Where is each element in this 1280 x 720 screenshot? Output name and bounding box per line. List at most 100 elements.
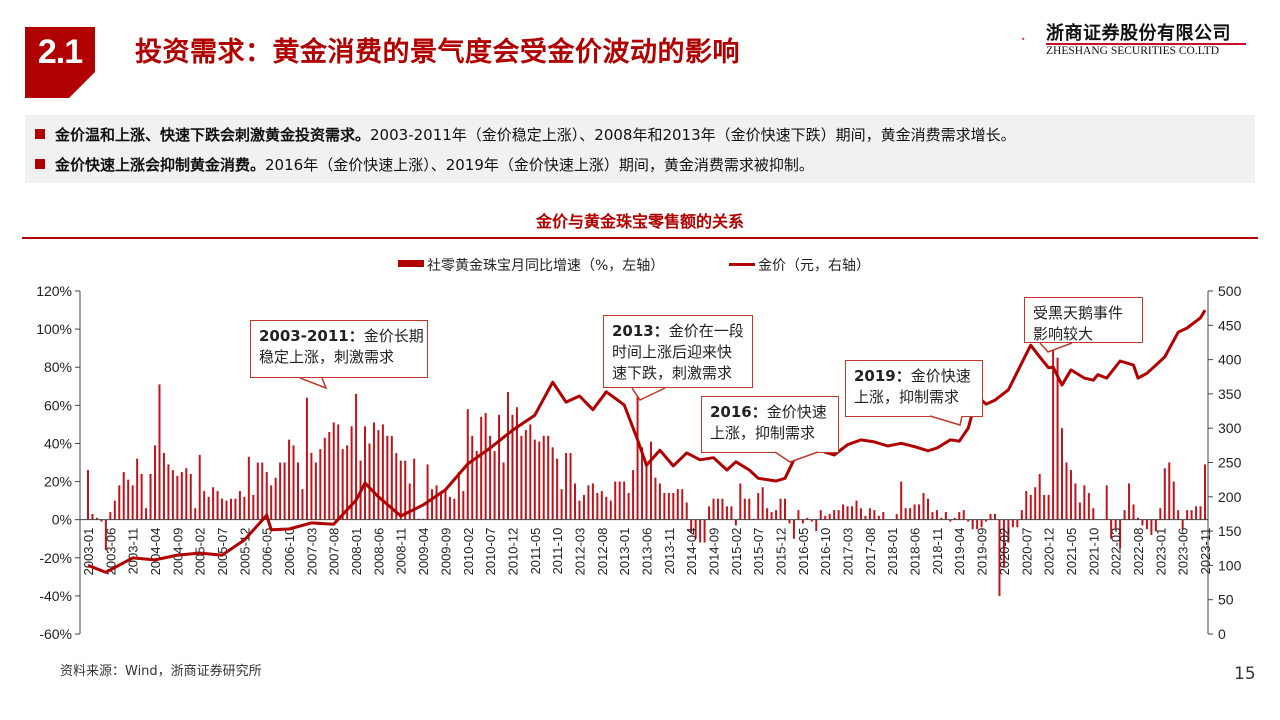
- bar: [256, 462, 259, 520]
- bar: [725, 506, 728, 520]
- right-axis-tick-label: 500: [1218, 283, 1242, 299]
- callout-black-swan: 受黑天鹅事件 影响较大: [1024, 297, 1143, 343]
- bar: [788, 519, 791, 524]
- bar: [87, 470, 89, 520]
- bar: [851, 506, 854, 520]
- right-axis-tick-label: 100: [1218, 557, 1242, 573]
- bar: [408, 483, 411, 520]
- bar: [395, 452, 398, 520]
- bar: [770, 512, 773, 520]
- bar: [569, 452, 572, 520]
- bar: [524, 430, 527, 520]
- logo-text-en: ZHESHANG SECURITIES CO.LTD: [1046, 45, 1220, 57]
- bar: [435, 485, 438, 520]
- right-axis-tick-label: 150: [1218, 523, 1242, 539]
- bar: [985, 519, 988, 522]
- right-axis-tick-label: 250: [1218, 455, 1242, 471]
- bar: [1083, 485, 1086, 520]
- bar: [1163, 468, 1166, 520]
- x-axis-tick-label: 2015-07: [751, 528, 766, 576]
- bar: [882, 512, 885, 520]
- x-axis-tick-label: 2018-06: [908, 528, 923, 576]
- bar: [145, 508, 148, 520]
- x-axis-tick-label: 2023-11: [1198, 528, 1213, 575]
- bar: [506, 391, 509, 520]
- bar: [176, 475, 179, 520]
- bar: [868, 508, 871, 520]
- bar: [828, 513, 831, 520]
- legend-label: 社零黄金珠宝月同比增速（%，左轴）: [427, 258, 665, 274]
- gold-price-line: [87, 309, 1207, 574]
- left-axis-tick-label: 100%: [36, 321, 72, 337]
- chart-title: 金价与黄金珠宝零售额的关系: [535, 212, 744, 231]
- bar: [301, 489, 304, 520]
- callout-bold: 2019：: [854, 367, 911, 385]
- bar: [529, 424, 532, 520]
- bar: [158, 384, 161, 520]
- bar: [1110, 519, 1113, 539]
- bar: [323, 437, 326, 520]
- bar: [1056, 357, 1059, 520]
- bar: [377, 430, 380, 520]
- bar: [837, 510, 840, 520]
- bar: [918, 504, 921, 520]
- bar: [194, 508, 197, 520]
- bar: [1007, 519, 1010, 543]
- bar: [681, 489, 684, 520]
- bar: [699, 519, 702, 543]
- bar: [743, 498, 746, 520]
- x-axis-tick-label: 2015-02: [729, 528, 744, 576]
- bar: [180, 472, 183, 520]
- bar: [1186, 510, 1189, 520]
- bar: [641, 447, 644, 520]
- bar: [229, 498, 232, 520]
- bar: [967, 519, 970, 522]
- left-axis-tick-label: 120%: [36, 283, 72, 299]
- x-axis-tick-label: 2015-12: [774, 528, 789, 576]
- bar: [261, 462, 264, 520]
- x-axis-tick-label: 2021-05: [1064, 528, 1079, 576]
- x-axis-tick-label: 2019-04: [952, 528, 967, 576]
- bar: [225, 500, 228, 520]
- bar: [632, 470, 635, 520]
- bullet-bold-text: 金价温和上涨、快速下跌会刺激黄金投资需求。: [55, 126, 371, 144]
- bar: [100, 519, 103, 522]
- bar: [439, 492, 442, 520]
- left-axis-tick-label: 40%: [44, 435, 72, 451]
- bar: [399, 460, 402, 520]
- bar: [627, 492, 630, 520]
- bar: [283, 462, 286, 520]
- bar: [1069, 470, 1072, 520]
- bar: [288, 439, 291, 520]
- bar: [127, 479, 130, 520]
- bar: [734, 519, 737, 526]
- bar: [1141, 519, 1144, 526]
- bar: [368, 443, 371, 520]
- bar: [341, 449, 344, 520]
- x-axis-tick-label: 2009-09: [438, 528, 453, 576]
- bar: [310, 452, 313, 520]
- bar: [162, 452, 165, 520]
- bar: [1128, 483, 1131, 520]
- bar: [140, 473, 143, 520]
- company-logo: [1022, 37, 1025, 40]
- bar: [404, 460, 407, 520]
- bar: [895, 513, 898, 520]
- bar: [453, 498, 456, 520]
- bar: [314, 462, 317, 520]
- bar: [953, 517, 956, 520]
- bar: [806, 517, 809, 520]
- bar: [1150, 519, 1153, 535]
- bar: [1168, 462, 1171, 520]
- page-title: 投资需求：黄金消费的景气度会受金价波动的影响: [135, 37, 740, 68]
- bar: [131, 485, 134, 520]
- x-axis-tick-label: 2021-10: [1086, 528, 1101, 576]
- bar: [252, 494, 255, 520]
- callout-2019: 2019：金价快速 上涨，抑制需求: [845, 360, 983, 417]
- bar: [739, 483, 742, 520]
- bar: [511, 414, 514, 520]
- bar: [708, 506, 711, 520]
- bar: [547, 435, 550, 520]
- bar: [842, 504, 845, 520]
